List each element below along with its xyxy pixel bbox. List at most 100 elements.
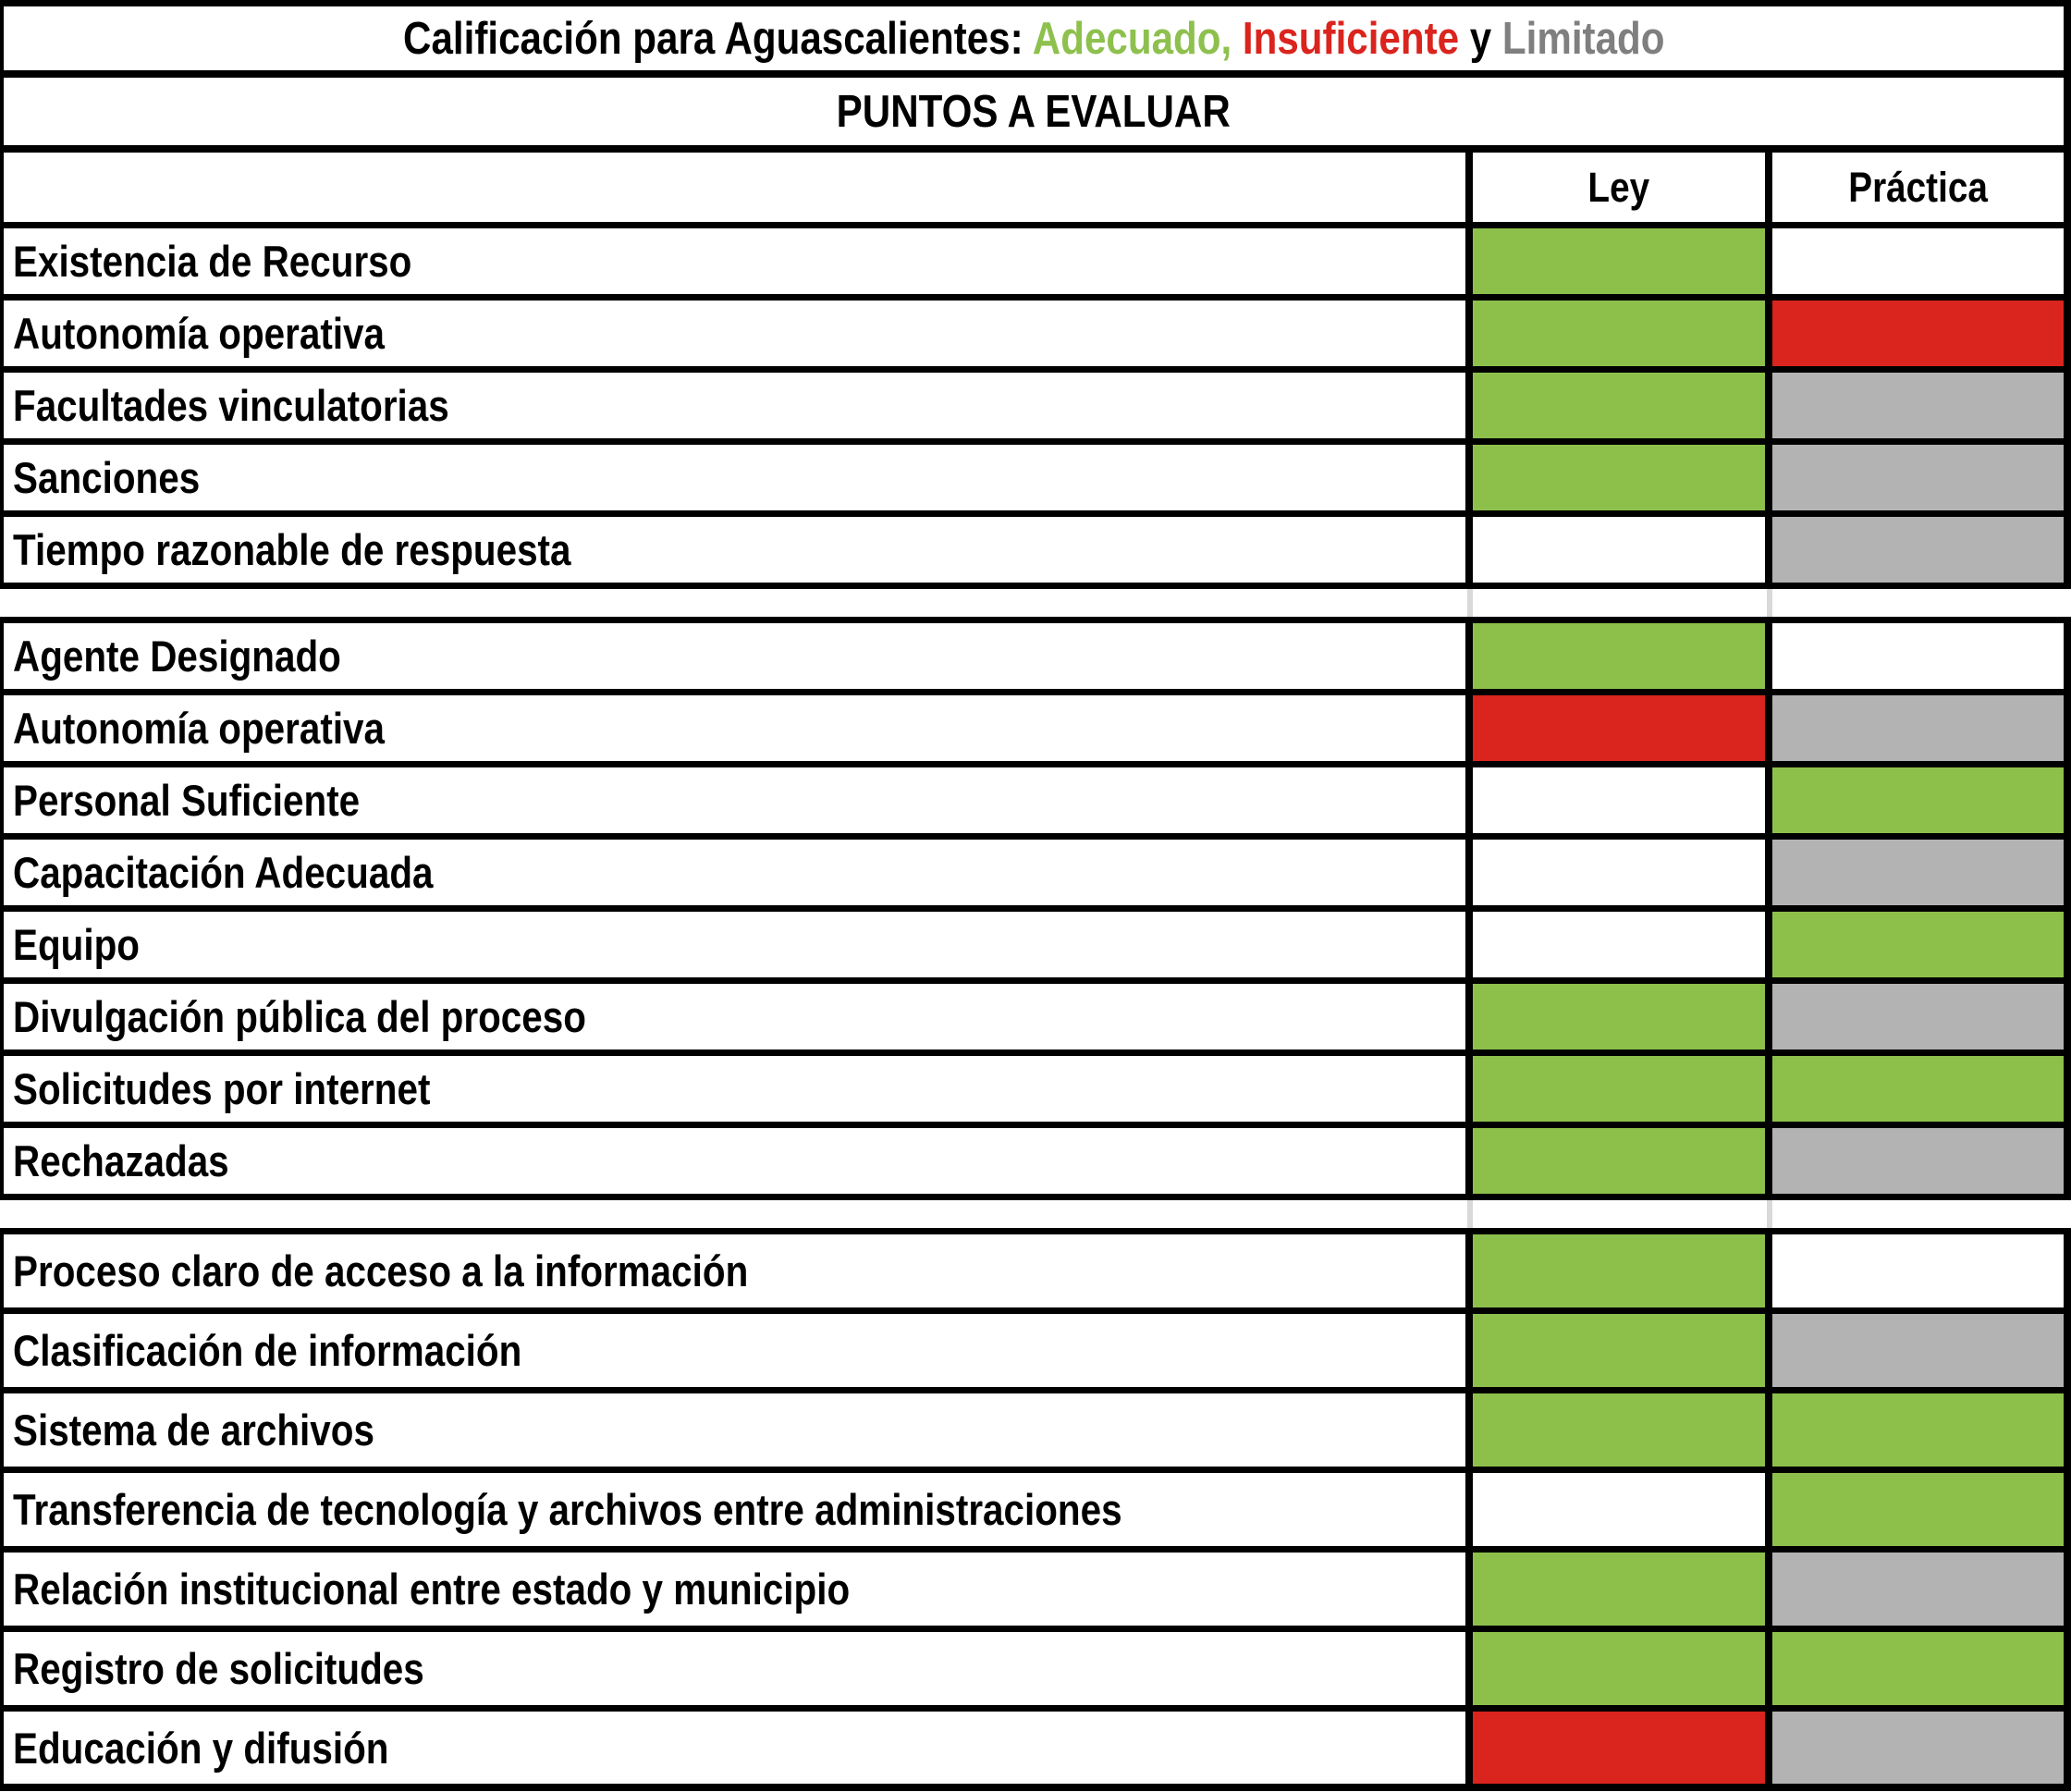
row-label: Solicitudes por internet xyxy=(13,1064,431,1113)
spacer-ley-segment xyxy=(1473,589,1772,617)
row-label-cell: Personal Suficiente xyxy=(4,767,1473,833)
ley-cell xyxy=(1473,1056,1772,1122)
subtitle-row: PUNTOS A EVALUAR xyxy=(0,78,2071,153)
table-row: Agente Designado xyxy=(0,617,2071,695)
row-label-cell: Agente Designado xyxy=(4,623,1473,689)
spacer-practica-segment xyxy=(1772,589,2071,617)
table-row: Tiempo razonable de respuesta xyxy=(0,517,2071,589)
table-row: Existencia de Recurso xyxy=(0,228,2071,301)
practica-cell xyxy=(1772,1712,2071,1784)
spacer-practica-segment xyxy=(1772,1200,2071,1228)
spacer-label-segment xyxy=(0,1200,1473,1228)
table-row: Registro de solicitudes xyxy=(0,1632,2071,1712)
table-row: Sistema de archivos xyxy=(0,1393,2071,1473)
table-row: Relación institucional entre estado y mu… xyxy=(0,1553,2071,1632)
column-header-row: Ley Práctica xyxy=(0,153,2071,228)
table-body: Existencia de Recurso Autonomía operativ… xyxy=(0,228,2071,1791)
practica-cell xyxy=(1772,695,2071,761)
table-row: Proceso claro de acceso a la información xyxy=(0,1228,2071,1314)
header-ley: Ley xyxy=(1473,153,1772,222)
row-label: Proceso claro de acceso a la información xyxy=(13,1246,749,1295)
practica-cell xyxy=(1772,912,2071,977)
practica-cell xyxy=(1772,840,2071,905)
ley-cell xyxy=(1473,373,1772,438)
table-row: Transferencia de tecnología y archivos e… xyxy=(0,1473,2071,1553)
table-row: Sanciones xyxy=(0,445,2071,517)
ley-cell xyxy=(1473,1473,1772,1546)
practica-cell xyxy=(1772,1234,2071,1307)
header-empty-cell xyxy=(4,153,1473,222)
ley-cell xyxy=(1473,228,1772,294)
ley-cell xyxy=(1473,1393,1772,1467)
table-title-row: Calificación para Aguascalientes: Adecua… xyxy=(0,0,2071,78)
practica-cell xyxy=(1772,984,2071,1049)
row-label-cell: Equipo xyxy=(4,912,1473,977)
row-label: Existencia de Recurso xyxy=(13,237,412,286)
practica-cell xyxy=(1772,1473,2071,1546)
row-label: Facultades vinculatorias xyxy=(13,381,449,430)
row-label: Sistema de archivos xyxy=(13,1405,374,1454)
ley-cell xyxy=(1473,1553,1772,1626)
ley-cell xyxy=(1473,912,1772,977)
practica-cell xyxy=(1772,1632,2071,1705)
row-label: Autonomía operativa xyxy=(13,704,386,753)
row-label: Personal Suficiente xyxy=(13,776,361,825)
ley-cell xyxy=(1473,445,1772,510)
row-label-cell: Tiempo razonable de respuesta xyxy=(4,517,1473,583)
table-row: Divulgación pública del proceso xyxy=(0,984,2071,1056)
ley-cell xyxy=(1473,301,1772,366)
table-row: Autonomía operativa xyxy=(0,695,2071,767)
table-row: Solicitudes por internet xyxy=(0,1056,2071,1128)
row-label: Capacitación Adecuada xyxy=(13,848,434,897)
legend-adequate-label: Adecuado, xyxy=(1032,13,1243,64)
row-label: Equipo xyxy=(13,920,140,969)
row-label: Transferencia de tecnología y archivos e… xyxy=(13,1485,1122,1534)
row-label-cell: Clasificación de información xyxy=(4,1314,1473,1387)
row-label: Divulgación pública del proceso xyxy=(13,992,586,1041)
title-prefix: Calificación para Aguascalientes: xyxy=(402,13,1033,64)
practica-cell xyxy=(1772,1553,2071,1626)
ley-cell xyxy=(1473,695,1772,761)
ley-cell xyxy=(1473,984,1772,1049)
practica-cell xyxy=(1772,1393,2071,1467)
subtitle: PUNTOS A EVALUAR xyxy=(836,86,1232,137)
table-row: Autonomía operativa xyxy=(0,301,2071,373)
spacer-ley-segment xyxy=(1473,1200,1772,1228)
ley-cell xyxy=(1473,517,1772,583)
spacer-label-segment xyxy=(0,589,1473,617)
row-label-cell: Sistema de archivos xyxy=(4,1393,1473,1467)
row-label: Sanciones xyxy=(13,453,201,502)
table-row: Personal Suficiente xyxy=(0,767,2071,840)
row-label-cell: Autonomía operativa xyxy=(4,301,1473,366)
row-label: Agente Designado xyxy=(13,632,341,681)
row-label: Relación institucional entre estado y mu… xyxy=(13,1565,851,1614)
practica-cell xyxy=(1772,1128,2071,1194)
practica-cell xyxy=(1772,517,2071,583)
practica-cell xyxy=(1772,1314,2071,1387)
ley-cell xyxy=(1473,1128,1772,1194)
practica-cell xyxy=(1772,1056,2071,1122)
ley-cell xyxy=(1473,1712,1772,1784)
row-label-cell: Rechazadas xyxy=(4,1128,1473,1194)
header-practica: Práctica xyxy=(1772,153,2071,222)
row-label-cell: Educación y difusión xyxy=(4,1712,1473,1784)
row-label: Tiempo razonable de respuesta xyxy=(13,525,571,574)
practica-cell xyxy=(1772,623,2071,689)
row-label-cell: Relación institucional entre estado y mu… xyxy=(4,1553,1473,1626)
ley-cell xyxy=(1473,1314,1772,1387)
table-row: Educación y difusión xyxy=(0,1712,2071,1791)
row-label-cell: Registro de solicitudes xyxy=(4,1632,1473,1705)
row-label: Autonomía operativa xyxy=(13,309,386,358)
practica-cell xyxy=(1772,228,2071,294)
ley-cell xyxy=(1473,1632,1772,1705)
practica-cell xyxy=(1772,445,2071,510)
row-label-cell: Capacitación Adecuada xyxy=(4,840,1473,905)
header-ley-label: Ley xyxy=(1587,163,1650,211)
table-title: Calificación para Aguascalientes: Adecua… xyxy=(403,13,1664,65)
legend-insufficient-label: Insuficiente xyxy=(1242,13,1459,64)
row-label: Rechazadas xyxy=(13,1136,229,1185)
table-row: Rechazadas xyxy=(0,1128,2071,1200)
title-conjunction: y xyxy=(1458,13,1502,64)
table-row: Equipo xyxy=(0,912,2071,984)
row-label: Educación y difusión xyxy=(13,1723,389,1773)
